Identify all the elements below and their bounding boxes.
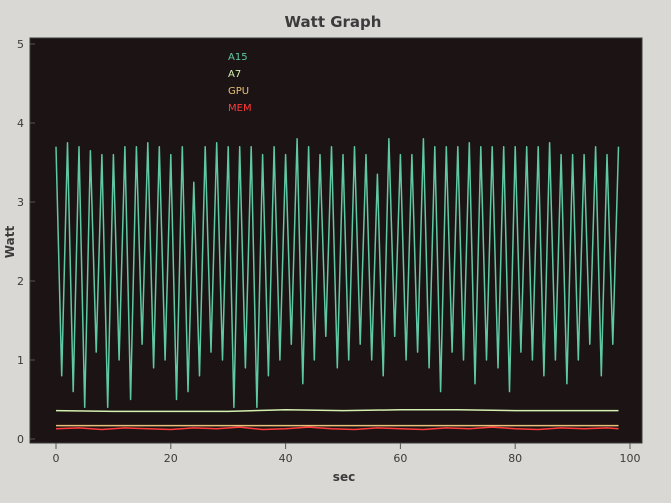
x-tick-label: 20 <box>164 452 178 465</box>
x-tick-label: 60 <box>393 452 407 465</box>
legend-entry-mem: MEM <box>228 103 252 114</box>
x-tick-label: 0 <box>53 452 60 465</box>
y-tick-label: 4 <box>17 117 24 130</box>
y-axis-label: Watt <box>3 226 17 259</box>
legend-entry-a15: A15 <box>228 52 248 63</box>
x-axis-label: sec <box>333 470 355 484</box>
legend-entry-gpu: GPU <box>228 86 249 97</box>
x-tick-label: 100 <box>620 452 641 465</box>
series-layer <box>55 138 620 431</box>
series-line-a7 <box>55 409 619 413</box>
series-line-a15 <box>55 138 620 409</box>
y-axis: 0 1 2 3 4 5 <box>17 38 35 446</box>
x-axis: 0 20 40 60 80 100 <box>53 443 641 465</box>
chart-title: Watt Graph <box>285 13 382 31</box>
x-tick-label: 80 <box>508 452 522 465</box>
y-tick-label: 2 <box>17 275 24 288</box>
y-tick-label: 1 <box>17 354 24 367</box>
x-tick-label: 40 <box>279 452 293 465</box>
series-line-mem <box>55 426 619 431</box>
y-tick-label: 5 <box>17 38 24 51</box>
legend: A15 A7 GPU MEM <box>228 52 252 114</box>
y-tick-label: 0 <box>17 433 24 446</box>
y-tick-label: 3 <box>17 196 24 209</box>
legend-entry-a7: A7 <box>228 69 241 80</box>
